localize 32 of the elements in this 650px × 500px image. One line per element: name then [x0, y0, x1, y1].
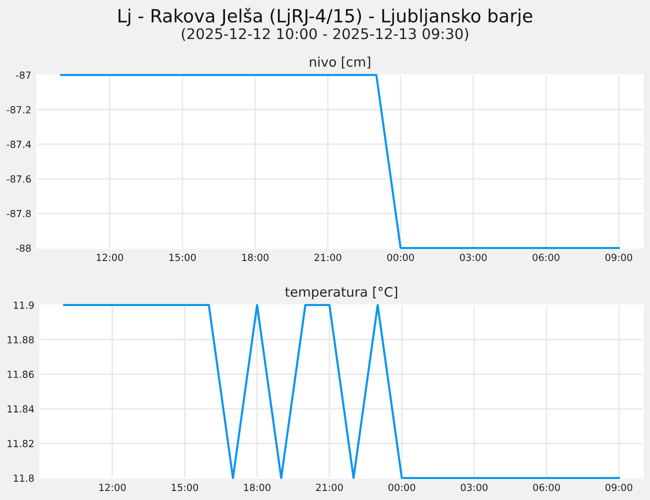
x-tick-label: 00:00	[387, 254, 414, 262]
y-tick-label: 11.9	[14, 301, 34, 309]
x-tick-label: 15:00	[170, 254, 196, 262]
x-tick-label: 09:00	[606, 484, 632, 492]
y-tick-label: -87.8	[6, 210, 31, 218]
x-tick-label: 18:00	[242, 254, 269, 262]
x-tick-label: 06:00	[533, 484, 560, 492]
chart-subtitle: (2025-12-12 10:00 - 2025-12-13 09:30)	[182, 28, 468, 41]
y-axis-title: temperatura [°C]	[285, 286, 398, 300]
y-tick-label: 11.84	[8, 405, 34, 413]
x-tick-label: 21:00	[314, 254, 342, 262]
x-tick-label: 00:00	[388, 484, 416, 492]
x-tick-label: 09:00	[605, 254, 632, 262]
x-tick-label: 03:00	[460, 254, 487, 262]
x-tick-label: 18:00	[244, 484, 270, 492]
x-tick-label: 15:00	[172, 484, 198, 492]
y-tick-label: -87.4	[6, 140, 31, 148]
y-tick-label: 11.8	[14, 474, 34, 482]
x-tick-label: 12:00	[99, 484, 126, 492]
x-tick-label: 12:00	[96, 254, 124, 262]
y-tick-label: 11.88	[8, 336, 34, 344]
y-axis-title: nivo [cm]	[310, 56, 370, 68]
x-tick-label: 06:00	[532, 254, 560, 262]
chart-title: Lj - Rakova Jelša (LjRJ-4/15) - Ljubljansko barje	[118, 8, 532, 26]
y-tick-label: 11.86	[8, 370, 34, 378]
y-tick-label: -87.2	[6, 106, 30, 114]
y-tick-label: -88	[16, 244, 31, 252]
x-tick-label: 03:00	[460, 484, 488, 492]
y-tick-label: -87.6	[6, 175, 31, 183]
y-tick-label: 11.82	[8, 440, 34, 448]
y-tick-label: -87	[16, 71, 31, 79]
x-tick-label: 21:00	[316, 484, 343, 492]
